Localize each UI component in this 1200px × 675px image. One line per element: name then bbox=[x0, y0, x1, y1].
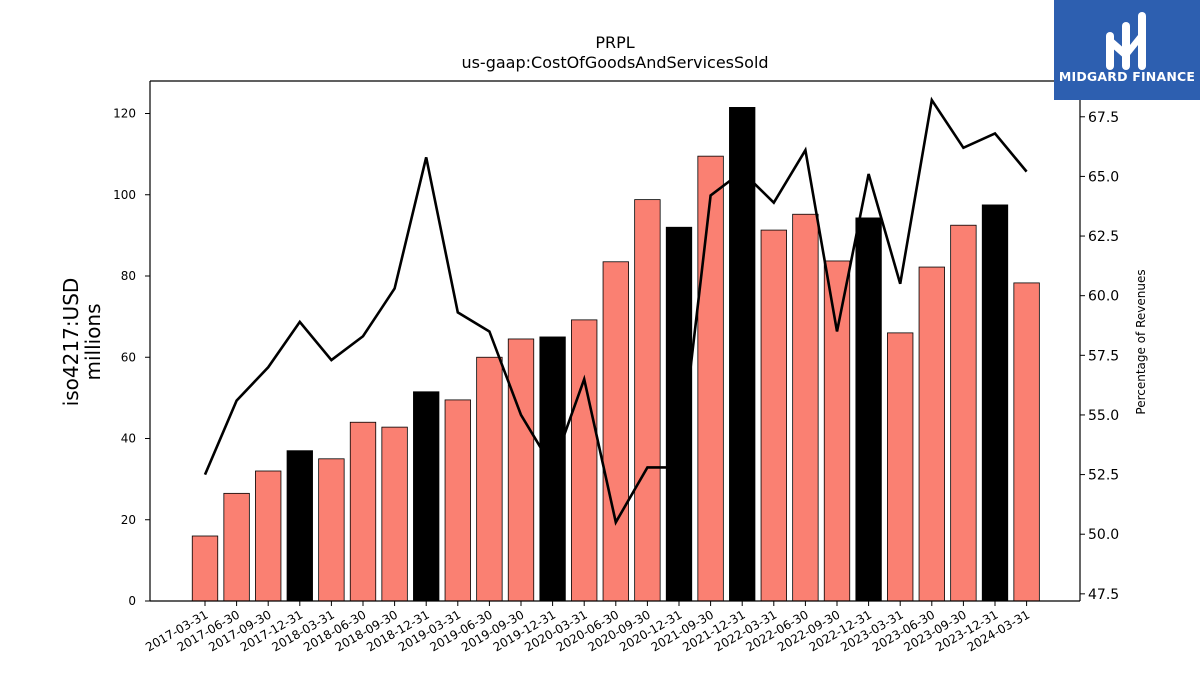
bar-2021-12-31 bbox=[729, 107, 756, 602]
y2-tick-label: 60.0 bbox=[1088, 289, 1119, 305]
y2-tick-label: 65.0 bbox=[1088, 169, 1119, 185]
y-tick-label: 20 bbox=[121, 513, 136, 527]
bar-2023-09-30 bbox=[950, 224, 977, 602]
bar-2020-09-30 bbox=[634, 199, 661, 602]
y-axis-label-line2: millions bbox=[81, 303, 105, 380]
plot-area bbox=[149, 80, 1081, 602]
bar-2017-06-30 bbox=[223, 492, 250, 602]
y2-axis-label: Percentage of Revenues bbox=[1134, 269, 1148, 414]
bar-2019-03-31 bbox=[444, 399, 471, 602]
bar-2021-09-30 bbox=[697, 155, 724, 602]
x-axis: 2017-03-312017-06-302017-09-302017-12-31… bbox=[143, 601, 1032, 654]
bar-2018-09-30 bbox=[381, 426, 408, 602]
chart-subtitle: us-gaap:CostOfGoodsAndServicesSold bbox=[461, 53, 768, 72]
y-tick-label: 120 bbox=[113, 107, 136, 121]
y-tick-label: 40 bbox=[121, 432, 136, 446]
bar-2020-12-31 bbox=[665, 226, 693, 602]
logo-text: MIDGARD FINANCE bbox=[1059, 69, 1195, 84]
left-axis: 0 20 40 60 80 100 120 bbox=[113, 107, 150, 608]
y-tick-label: 0 bbox=[128, 594, 136, 608]
percentage-line bbox=[203, 96, 1028, 526]
bar-2018-03-31 bbox=[318, 458, 345, 602]
y2-tick-label: 57.5 bbox=[1088, 348, 1119, 364]
y-axis-label-line1: iso4217:USD bbox=[59, 278, 83, 407]
y2-tick-label: 67.5 bbox=[1088, 110, 1119, 126]
bar-2022-09-30 bbox=[823, 260, 851, 602]
bar-2022-12-31 bbox=[855, 217, 882, 602]
y2-tick-label: 47.5 bbox=[1088, 587, 1119, 603]
bar-2018-12-31 bbox=[413, 391, 440, 602]
midgard-logo: MIDGARD FINANCE bbox=[1054, 0, 1200, 100]
y2-tick-label: 52.5 bbox=[1088, 468, 1119, 484]
bar-2023-12-31 bbox=[981, 204, 1009, 602]
y2-tick-label: 55.0 bbox=[1088, 408, 1119, 424]
bar-2017-03-31 bbox=[191, 535, 219, 602]
bar-2020-03-31 bbox=[571, 319, 598, 602]
logo-mark-icon bbox=[1106, 12, 1146, 70]
y-tick-label: 60 bbox=[121, 350, 136, 364]
chart-titles: PRPL us-gaap:CostOfGoodsAndServicesSold bbox=[461, 33, 768, 72]
bar-2024-03-31 bbox=[1013, 282, 1040, 602]
y2-tick-label: 62.5 bbox=[1088, 229, 1119, 245]
y-tick-label: 100 bbox=[113, 188, 136, 202]
bar-2023-06-30 bbox=[918, 266, 945, 602]
y2-tick-label: 50.0 bbox=[1088, 527, 1119, 543]
y-tick-label: 80 bbox=[121, 269, 136, 283]
bar-2017-12-31 bbox=[286, 450, 313, 602]
bar-2017-09-30 bbox=[255, 470, 282, 602]
bar-2022-03-31 bbox=[760, 229, 787, 602]
bar-2023-03-31 bbox=[887, 332, 914, 602]
chart-title: PRPL bbox=[595, 33, 634, 52]
y-axis-label-left: iso4217:USD millions bbox=[59, 278, 105, 407]
bar-2020-06-30 bbox=[602, 261, 629, 602]
right-axis: 47.5 50.0 52.5 55.0 57.5 60.0 62.5 65.0 67.5 bbox=[1080, 110, 1119, 603]
bar-2022-06-30 bbox=[792, 213, 819, 602]
bar-2018-06-30 bbox=[349, 421, 377, 602]
bar-2019-09-30 bbox=[507, 338, 535, 602]
bar-2019-06-30 bbox=[476, 356, 503, 602]
